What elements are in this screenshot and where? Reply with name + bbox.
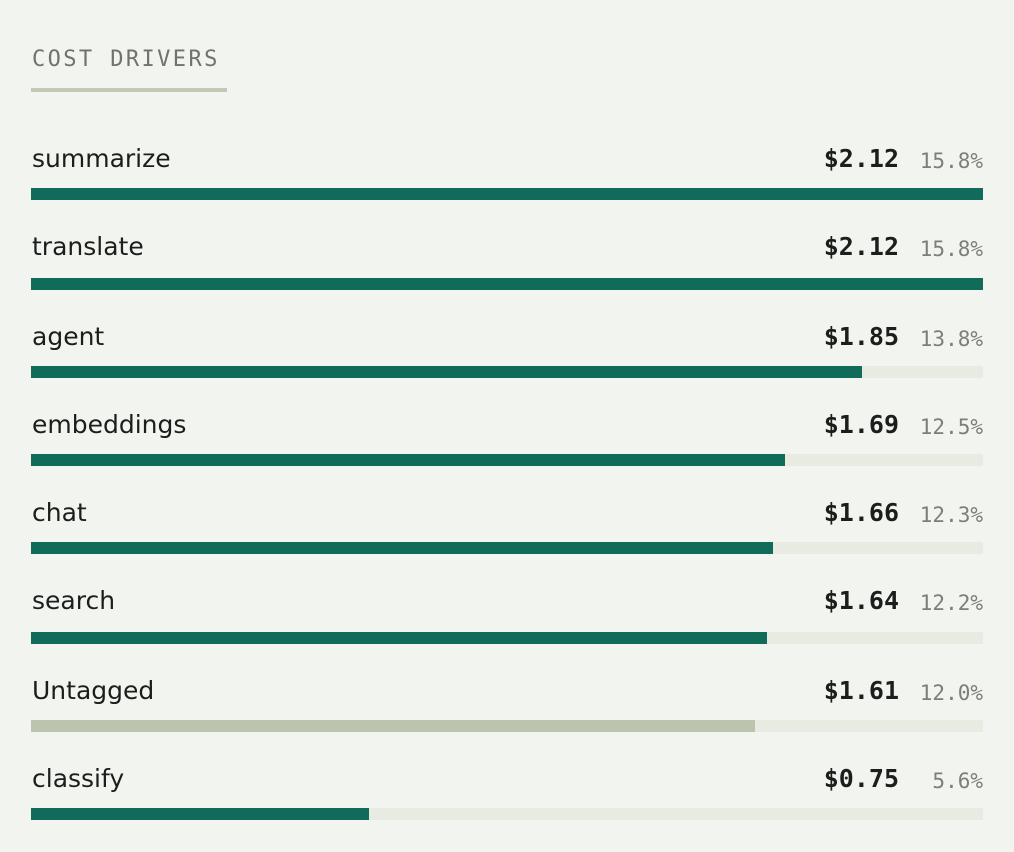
driver-cost: $1.69 (823, 410, 899, 439)
driver-bar-track (31, 278, 983, 290)
driver-percent: 13.8% (919, 327, 983, 351)
driver-bar-fill (31, 542, 773, 554)
driver-bar-fill (31, 188, 983, 200)
driver-name: agent (32, 322, 105, 351)
driver-bar-fill (31, 278, 983, 290)
driver-row-search: search $1.64 12.2% (31, 585, 983, 665)
driver-row-untagged: Untagged $1.61 12.0% (31, 675, 983, 755)
driver-bar-track (31, 542, 983, 554)
driver-cost: $2.12 (823, 232, 899, 261)
driver-bar-track (31, 720, 983, 732)
driver-bar-fill (31, 366, 863, 378)
driver-row-chat: chat $1.66 12.3% (31, 497, 983, 577)
driver-name: translate (32, 232, 144, 261)
driver-row-embeddings: embeddings $1.69 12.5% (31, 409, 983, 489)
driver-cost: $0.75 (823, 764, 899, 793)
driver-bar-track (31, 366, 983, 378)
driver-bar-fill (31, 720, 755, 732)
driver-bar-fill (31, 454, 785, 466)
driver-name: search (32, 586, 116, 615)
cost-driver-list: summarize $2.12 15.8% translate $2.12 15… (31, 0, 983, 852)
driver-bar-track (31, 188, 983, 200)
driver-percent: 12.0% (919, 681, 983, 705)
driver-cost: $1.64 (823, 586, 899, 615)
driver-name: embeddings (32, 410, 187, 439)
driver-bar-fill (31, 808, 369, 820)
driver-cost: $1.66 (823, 498, 899, 527)
driver-percent: 12.2% (919, 591, 983, 615)
driver-row-summarize: summarize $2.12 15.8% (31, 143, 983, 223)
driver-row-classify: classify $0.75 5.6% (31, 763, 983, 843)
driver-cost: $1.85 (823, 322, 899, 351)
driver-percent: 12.3% (919, 503, 983, 527)
driver-row-translate: translate $2.12 15.8% (31, 231, 983, 311)
driver-percent: 5.6% (932, 769, 983, 793)
section-title-underline (31, 88, 227, 92)
driver-row-agent: agent $1.85 13.8% (31, 321, 983, 401)
driver-percent: 12.5% (919, 415, 983, 439)
driver-bar-track (31, 808, 983, 820)
driver-bar-track (31, 454, 983, 466)
driver-name: Untagged (32, 676, 155, 705)
driver-bar-track (31, 632, 983, 644)
section-title: COST DRIVERS (32, 47, 220, 72)
driver-cost: $1.61 (823, 676, 899, 705)
driver-cost: $2.12 (823, 144, 899, 173)
driver-name: classify (32, 764, 125, 793)
driver-name: summarize (32, 144, 171, 173)
driver-percent: 15.8% (919, 149, 983, 173)
driver-percent: 15.8% (919, 237, 983, 261)
driver-name: chat (32, 498, 87, 527)
driver-bar-fill (31, 632, 767, 644)
